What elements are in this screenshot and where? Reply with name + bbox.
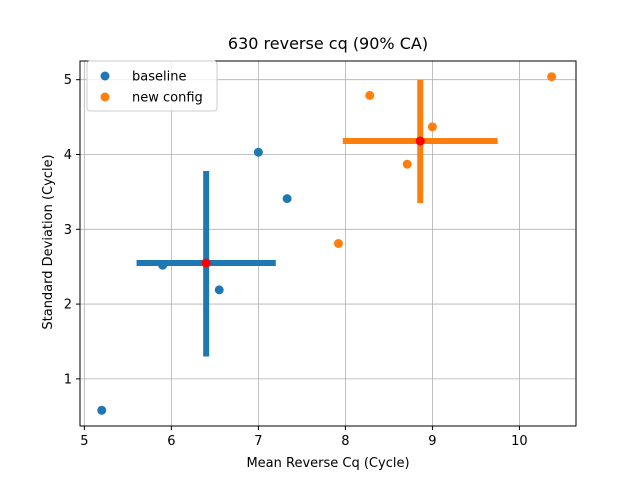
- data-point-new-config: [333, 239, 343, 248]
- y-tick-label: 2: [64, 298, 72, 313]
- y-tick-label: 4: [64, 148, 72, 163]
- data-point-new-config: [427, 122, 437, 132]
- x-tick-label: 8: [341, 434, 349, 449]
- legend: baseline new config: [86, 60, 218, 112]
- y-axis-label: Standard Deviation (Cycle): [41, 154, 56, 329]
- y-tick-label: 3: [64, 223, 72, 238]
- y-tick-label: 5: [64, 73, 72, 88]
- legend-label-baseline: baseline: [132, 70, 186, 85]
- data-point-baseline: [282, 194, 292, 204]
- axis-ticks: 5 6 7 8 9 10 1 2 3 4 5: [64, 73, 528, 449]
- chart-title: 630 reverse cq (90% CA): [228, 34, 428, 53]
- center-marker-baseline: [201, 258, 211, 268]
- x-tick-label: 9: [428, 434, 436, 449]
- data-point-baseline: [158, 260, 168, 270]
- data-points: [97, 72, 557, 415]
- data-point-new-config: [547, 72, 557, 82]
- x-tick-label: 7: [254, 434, 262, 449]
- data-point-new-config: [402, 159, 412, 169]
- y-tick-label: 1: [64, 372, 72, 387]
- data-point-new-config: [365, 90, 375, 100]
- x-tick-label: 5: [80, 434, 88, 449]
- data-point-baseline: [97, 405, 107, 415]
- legend-marker-new-config: [100, 92, 110, 102]
- data-point-baseline: [253, 147, 263, 157]
- center-markers: [201, 136, 425, 268]
- grid: [80, 61, 576, 426]
- legend-marker-baseline: [100, 71, 110, 81]
- plot-area-frame: [79, 60, 577, 427]
- data-point-baseline: [214, 285, 224, 295]
- legend-box: [86, 60, 218, 112]
- x-axis-label: Mean Reverse Cq (Cycle): [246, 456, 409, 471]
- legend-label-new-config: new config: [132, 91, 203, 106]
- x-tick-label: 10: [511, 434, 528, 449]
- center-marker-new-config: [415, 136, 425, 146]
- x-tick-label: 6: [167, 434, 175, 449]
